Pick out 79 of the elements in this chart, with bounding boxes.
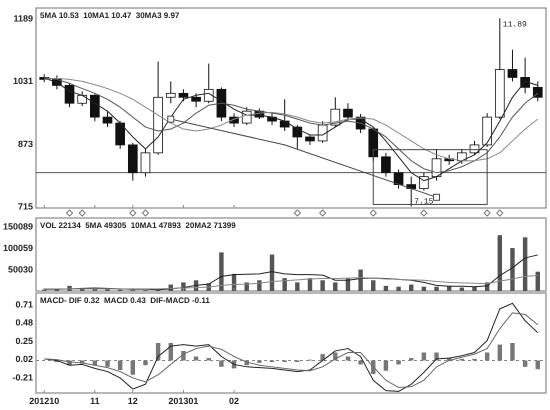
y-tick-label: 0.02 xyxy=(15,354,33,364)
candlestick xyxy=(102,110,112,128)
bar xyxy=(156,343,160,360)
line-series xyxy=(44,254,538,290)
bar xyxy=(358,270,363,291)
candlestick xyxy=(343,102,353,122)
candlestick xyxy=(115,120,125,150)
bar xyxy=(510,248,515,291)
bar xyxy=(522,237,528,291)
candlestick xyxy=(191,92,201,108)
bar xyxy=(219,360,224,367)
bar xyxy=(194,356,198,360)
candlestick xyxy=(394,169,404,190)
bar xyxy=(257,280,262,291)
x-tick-label: 201210 xyxy=(29,396,60,406)
bar xyxy=(219,252,224,291)
bar xyxy=(320,280,325,291)
x-tick-label: 12 xyxy=(128,396,138,406)
bar xyxy=(484,352,490,360)
line-series xyxy=(44,312,538,388)
candlestick xyxy=(532,80,543,102)
bar xyxy=(536,272,540,291)
x-tick-label: 02 xyxy=(229,396,240,406)
x-tick-label: 11 xyxy=(90,396,100,406)
bar xyxy=(434,286,439,291)
annotation: 11.89 xyxy=(502,20,528,30)
candlestick xyxy=(166,80,176,104)
bar xyxy=(384,360,388,371)
candlestick xyxy=(292,124,302,150)
bar xyxy=(168,343,173,360)
bar xyxy=(522,360,528,367)
candlestick xyxy=(305,134,315,146)
bar xyxy=(130,360,136,375)
y-tick-label: 1189 xyxy=(13,13,33,24)
bar xyxy=(384,286,388,291)
candlestick xyxy=(280,98,290,132)
bar xyxy=(409,284,414,291)
bar xyxy=(371,280,376,291)
bar xyxy=(295,282,300,291)
bar xyxy=(118,360,122,370)
y-tick-label: 715 xyxy=(18,202,33,212)
bar xyxy=(358,360,363,364)
y-tick-label: 0.71 xyxy=(15,299,33,310)
bar xyxy=(460,288,464,291)
y-tick-label: 100059 xyxy=(2,243,33,254)
y-tick-label: -0.21 xyxy=(12,372,33,382)
x-tick-label: 201301 xyxy=(168,396,198,406)
bar xyxy=(396,360,401,364)
candlestick xyxy=(508,49,518,82)
bar xyxy=(536,360,540,370)
bar xyxy=(396,286,401,291)
bar xyxy=(510,343,515,360)
candlestick xyxy=(432,148,442,182)
candlestick xyxy=(406,176,416,207)
candlestick xyxy=(381,152,391,178)
bar xyxy=(257,360,262,363)
y-tick-label: 1031 xyxy=(12,76,33,86)
candlestick xyxy=(90,94,100,122)
annotation: 7.15 xyxy=(414,197,434,206)
y-tick-label: 0.48 xyxy=(15,318,33,328)
y-tick-label: 0.25 xyxy=(15,336,33,346)
bar xyxy=(333,282,338,291)
bar xyxy=(346,356,350,360)
bar xyxy=(422,352,426,360)
annotation: 5MA 10.53 10MA1 10.47 30MA3 9.97 xyxy=(40,11,180,20)
candlestick xyxy=(318,120,328,144)
bar xyxy=(498,344,502,360)
y-tick-label: 50030 xyxy=(8,264,33,275)
annotation: MACD- DIF 0.32 MACD 0.43 DIF-MACD -0.11 xyxy=(40,296,210,305)
y-tick-label: 150089 xyxy=(2,222,33,232)
y-tick-label: 873 xyxy=(18,138,33,149)
bar xyxy=(498,235,502,291)
candlestick xyxy=(178,88,188,102)
bar xyxy=(422,286,426,291)
annotation: VOL 22134 5MA 49305 10MA1 47893 20MA2 71399 xyxy=(40,221,236,230)
bar xyxy=(282,278,287,291)
candlestick xyxy=(140,148,150,178)
candlestick xyxy=(64,82,74,108)
bar xyxy=(105,360,110,367)
